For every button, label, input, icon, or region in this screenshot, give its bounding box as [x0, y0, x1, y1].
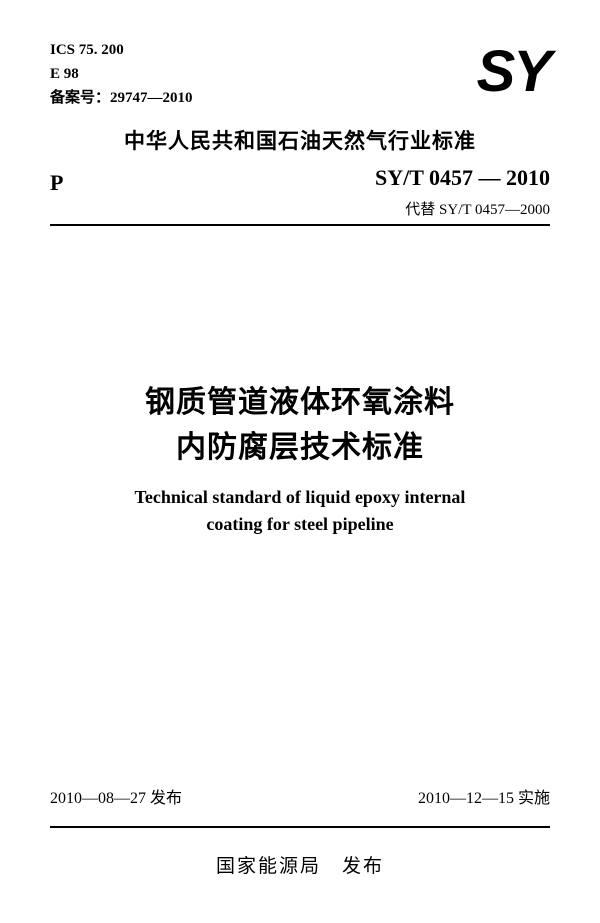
title-en-line2: coating for steel pipeline [0, 511, 600, 538]
main-title-block: 钢质管道液体环氧涂料 内防腐层技术标准 Technical standard o… [0, 380, 600, 538]
title-en-line1: Technical standard of liquid epoxy inter… [0, 484, 600, 511]
standard-number: SY/T 0457 — 2010 [375, 165, 550, 191]
sy-logo: SY [477, 38, 550, 105]
replaces-line: 代替 SY/T 0457—2000 [405, 198, 550, 219]
bottom-rule [50, 826, 550, 828]
e-code: E 98 [50, 62, 193, 86]
effective-date: 2010—12—15 实施 [418, 784, 550, 808]
title-cn-line2: 内防腐层技术标准 [0, 425, 600, 470]
organization-title: 中华人民共和国石油天然气行业标准 [0, 125, 600, 155]
classification-block: ICS 75. 200 E 98 备案号：29747—2010 [50, 38, 193, 110]
record-label: 备案号： [50, 90, 110, 106]
title-cn-line1: 钢质管道液体环氧涂料 [0, 380, 600, 425]
title-english: Technical standard of liquid epoxy inter… [0, 484, 600, 538]
ics-code: ICS 75. 200 [50, 38, 193, 62]
issue-date: 2010—08—27 发布 [50, 784, 182, 808]
dates-row: 2010—08—27 发布 2010—12—15 实施 [50, 784, 550, 808]
publisher: 国家能源局 发布 [0, 851, 600, 878]
title-chinese: 钢质管道液体环氧涂料 内防腐层技术标准 [0, 380, 600, 470]
record-number-line: 备案号：29747—2010 [50, 86, 193, 110]
record-number: 29747—2010 [110, 90, 193, 106]
p-mark: P [50, 170, 63, 196]
top-rule [50, 224, 550, 226]
